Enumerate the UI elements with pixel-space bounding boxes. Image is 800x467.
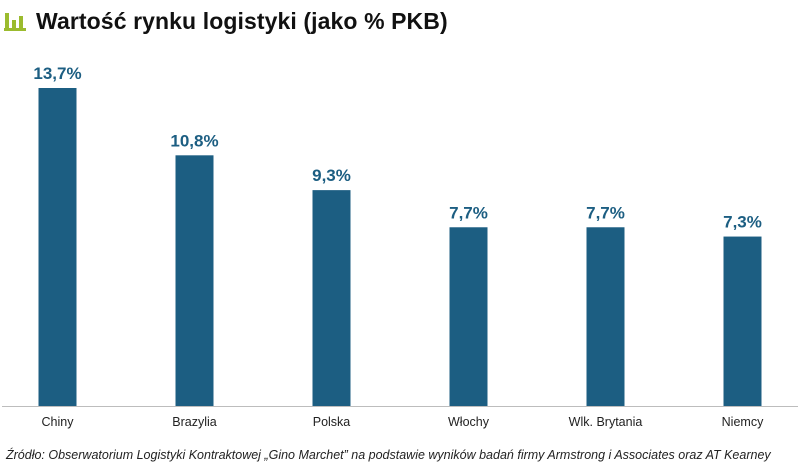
bar-chart: 13,7% 10,8% 9,3% 7,7% 7,7% 7,3% Chiny Brazylia… xyxy=(2,64,798,429)
bar-5 xyxy=(723,236,762,406)
x-tick-labels-group: Chiny Brazylia Polska Włochy Wlk. Brytania Ni… xyxy=(42,415,765,429)
x-tick-label-4: Wlk. Brytania xyxy=(569,415,643,429)
bars-group xyxy=(38,88,762,406)
x-tick-label-5: Niemcy xyxy=(722,415,764,429)
bar-chart-icon xyxy=(4,13,26,31)
value-label-3: 7,7% xyxy=(449,203,488,222)
bar-0 xyxy=(38,88,77,406)
value-label-0: 13,7% xyxy=(33,64,81,83)
value-label-2: 9,3% xyxy=(312,166,351,185)
bar-4 xyxy=(586,227,625,406)
value-label-5: 7,3% xyxy=(723,213,762,232)
source-note: Źródło: Obserwatorium Logistyki Kontrakt… xyxy=(6,448,771,462)
bar-1 xyxy=(175,155,214,406)
bar-2 xyxy=(312,190,351,406)
x-tick-label-3: Włochy xyxy=(448,415,490,429)
chart-header: Wartość rynku logistyki (jako % PKB) xyxy=(4,6,448,36)
x-tick-label-2: Polska xyxy=(313,415,351,429)
value-label-1: 10,8% xyxy=(170,131,218,150)
value-label-4: 7,7% xyxy=(586,203,625,222)
x-tick-label-1: Brazylia xyxy=(172,415,217,429)
chart-title: Wartość rynku logistyki (jako % PKB) xyxy=(36,7,448,34)
x-tick-label-0: Chiny xyxy=(42,415,75,429)
value-labels-group: 13,7% 10,8% 9,3% 7,7% 7,7% 7,3% xyxy=(33,64,761,232)
bar-3 xyxy=(449,227,488,406)
